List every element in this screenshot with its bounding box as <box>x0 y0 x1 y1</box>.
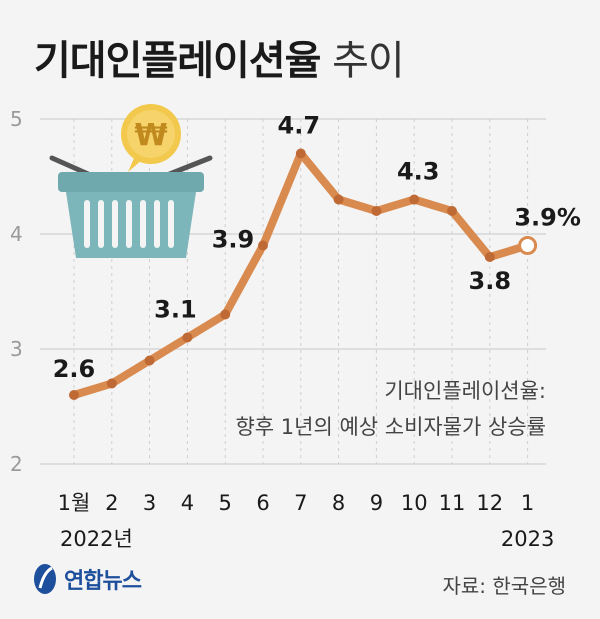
series-markers <box>69 148 538 400</box>
point-marker <box>106 378 117 389</box>
x-tick-label: 1 <box>521 491 534 515</box>
chart-title: 기대인플레이션율 추이 <box>34 28 405 86</box>
y-tick-label: 4 <box>10 222 23 246</box>
x-tick-label: 9 <box>370 491 383 515</box>
point-marker <box>333 194 344 205</box>
point-marker <box>69 390 79 400</box>
x-year-label: 2023 <box>501 527 554 551</box>
y-tick-label: 3 <box>10 337 23 361</box>
svg-text:₩: ₩ <box>134 118 167 153</box>
x-tick-label: 3 <box>143 491 156 515</box>
yonhap-logo: 연합뉴스 <box>32 562 142 596</box>
point-marker <box>484 252 495 262</box>
point-marker <box>258 240 268 251</box>
data-label: 3.1 <box>154 296 197 324</box>
x-tick-label: 4 <box>181 491 194 515</box>
point-marker <box>220 309 231 320</box>
data-label: 3.9 <box>212 226 255 254</box>
title-main: 기대인플레이션율 <box>34 38 321 84</box>
x-tick-label: 7 <box>294 491 307 515</box>
logo-text: 연합뉴스 <box>64 569 142 594</box>
point-marker <box>144 355 155 366</box>
data-label: 2.6 <box>53 355 96 383</box>
x-tick-label: 1월 <box>58 491 91 515</box>
chart-annotation: 기대인플레이션율: 향후 1년의 예상 소비자물가 상승률 <box>235 379 546 439</box>
title-sub: 추이 <box>332 38 405 84</box>
x-axis: 1월 2 3 4 5 6 7 8 9 10 11 12 1 2022년 2023 <box>58 491 555 551</box>
y-tick-label: 5 <box>10 107 23 131</box>
x-tick-label: 11 <box>439 491 466 515</box>
point-marker <box>447 206 457 216</box>
annotation-line: 향후 1년의 예상 소비자물가 상승률 <box>235 415 546 439</box>
x-tick-label: 10 <box>401 491 428 515</box>
point-marker <box>371 206 382 216</box>
x-tick-label: 6 <box>256 491 269 515</box>
x-tick-label: 8 <box>332 491 345 515</box>
shopping-basket-icon: ₩ <box>49 104 213 258</box>
y-tick-label: 2 <box>10 452 23 476</box>
data-label: 3.9% <box>514 204 581 232</box>
data-labels: 2.6 3.1 3.9 4.7 4.3 3.8 3.9% <box>53 112 581 384</box>
point-marker-latest <box>518 236 538 255</box>
data-label: 3.8 <box>469 267 512 295</box>
point-marker <box>409 194 420 205</box>
data-label: 4.3 <box>397 158 440 186</box>
yonhap-logo-icon <box>34 564 56 594</box>
annotation-line: 기대인플레이션율: <box>384 379 546 403</box>
x-tick-label: 2 <box>105 491 118 515</box>
source-note: 자료: 한국은행 <box>442 574 567 598</box>
x-tick-label: 12 <box>476 491 503 515</box>
point-marker <box>182 332 193 343</box>
x-tick-label: 5 <box>219 491 232 515</box>
point-marker <box>295 148 306 159</box>
data-label: 4.7 <box>278 112 321 140</box>
x-year-label: 2022년 <box>60 527 133 551</box>
